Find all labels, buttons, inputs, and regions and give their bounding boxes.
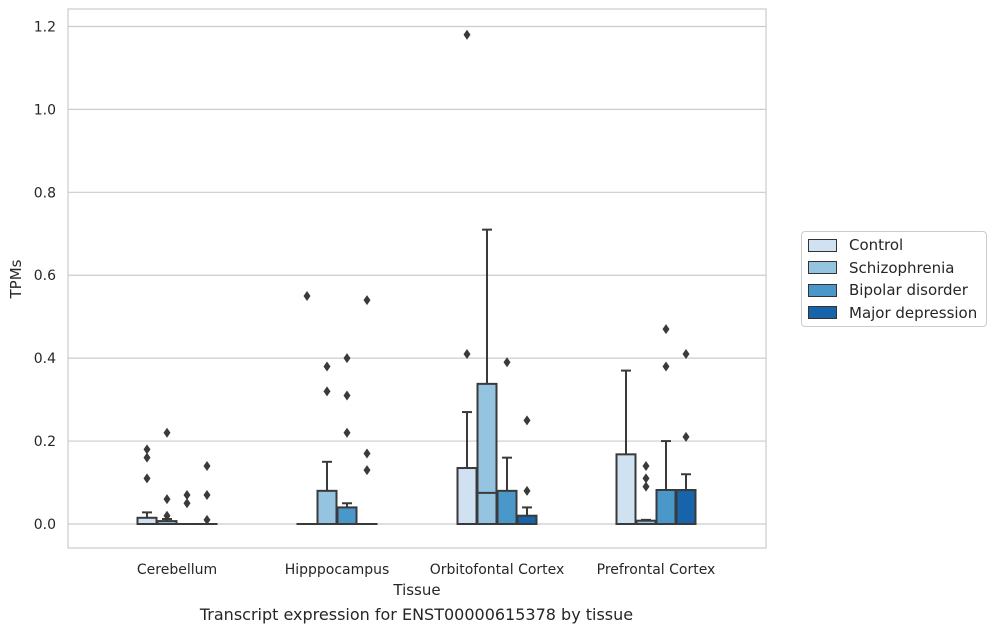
box-rect (316, 489, 338, 525)
legend-label: Schizophrenia (849, 258, 955, 277)
outlier-point (303, 290, 311, 301)
legend-label: Control (849, 236, 904, 254)
outlier-point (662, 361, 670, 372)
y-tick-label: 1.0 (34, 102, 56, 118)
outlier-point (163, 510, 171, 521)
box-0-0 (136, 444, 158, 526)
outlier-point (523, 485, 531, 496)
box-1-0 (296, 290, 318, 526)
grid-lines (68, 25, 766, 525)
outlier-point (183, 489, 191, 500)
box-rect (496, 489, 518, 525)
outlier-point (143, 444, 151, 455)
x-tick-label: Cerebellum (137, 562, 217, 578)
outlier-point (503, 357, 511, 368)
legend-item: Bipolar disorder (808, 280, 968, 300)
box-1-2 (336, 353, 358, 525)
outlier-point (642, 460, 650, 471)
legend-swatch (808, 306, 837, 319)
outlier-point (323, 386, 331, 397)
y-tick-label: 0.2 (34, 434, 56, 450)
outlier-point (343, 427, 351, 438)
box-1-3 (356, 295, 378, 526)
y-tick-label: 0.6 (34, 268, 56, 284)
box-2-3 (516, 415, 538, 526)
legend-label: Bipolar disorder (849, 281, 968, 299)
y-tick-label: 0.0 (34, 517, 56, 533)
legend-item: Schizophrenia (808, 258, 954, 278)
x-tick-label: Prefrontal Cortex (597, 562, 716, 578)
y-axis-label: TPMs (7, 259, 25, 299)
legend-swatch (808, 238, 837, 252)
y-tick-label: 0.4 (34, 351, 56, 367)
box-0-3 (196, 460, 218, 526)
box-rect (615, 453, 637, 525)
y-tick-label: 1.2 (34, 19, 56, 35)
plot-frame (67, 8, 767, 549)
box-plots (136, 29, 697, 526)
x-axis-label: Tissue (392, 581, 440, 599)
outlier-point (523, 415, 531, 426)
legend: Control Schizophrenia Bipolar disorder Majo… (801, 231, 987, 327)
outlier-point (363, 448, 371, 459)
x-tick-labels: Cerebellum Hipppocampus Orbitofontal Corte… (137, 562, 715, 578)
box-rect (476, 382, 498, 525)
outlier-point (363, 465, 371, 476)
box-2-2 (496, 357, 518, 525)
outlier-point (463, 349, 471, 360)
outlier-point (203, 514, 211, 525)
legend-swatch (808, 283, 837, 297)
legend-swatch (808, 261, 837, 274)
box-0-1 (156, 427, 178, 525)
outlier-point (203, 489, 211, 500)
chart-caption: Transcript expression for ENST0000061537… (199, 605, 634, 624)
outlier-point (203, 460, 211, 471)
legend-item: Major depression (808, 303, 977, 323)
outlier-point (143, 452, 151, 463)
legend-label: Major depression (849, 303, 978, 322)
box-3-1 (635, 460, 657, 526)
box-3-3 (675, 349, 697, 526)
outlier-point (682, 431, 690, 442)
box-2-0 (456, 29, 478, 525)
outlier-point (343, 390, 351, 401)
outlier-point (143, 473, 151, 484)
y-tick-label: 0.8 (34, 185, 56, 201)
box-rect (516, 514, 538, 526)
box-rect (675, 489, 697, 526)
outlier-point (183, 498, 191, 509)
outlier-point (363, 295, 371, 306)
outlier-point (343, 353, 351, 364)
box-1-1 (316, 361, 338, 525)
legend-item: Control (808, 235, 903, 255)
box-rect (456, 467, 478, 525)
box-3-0 (615, 369, 637, 525)
box-2-1 (476, 228, 498, 525)
box-3-2 (655, 324, 677, 526)
outlier-point (463, 29, 471, 40)
y-tick-labels: 0.0 0.2 0.4 0.6 0.8 1.0 1.2 (34, 19, 56, 533)
x-tick-label: Hipppocampus (285, 562, 390, 578)
box-0-2 (176, 489, 198, 526)
x-tick-label: Orbitofontal Cortex (430, 562, 565, 578)
outlier-point (642, 473, 650, 484)
outlier-point (323, 361, 331, 372)
box-rect (336, 506, 358, 525)
outlier-point (662, 324, 670, 335)
outlier-point (642, 481, 650, 492)
box-rect (655, 489, 677, 526)
outlier-point (163, 494, 171, 505)
outlier-point (682, 349, 690, 360)
outlier-point (163, 427, 171, 438)
